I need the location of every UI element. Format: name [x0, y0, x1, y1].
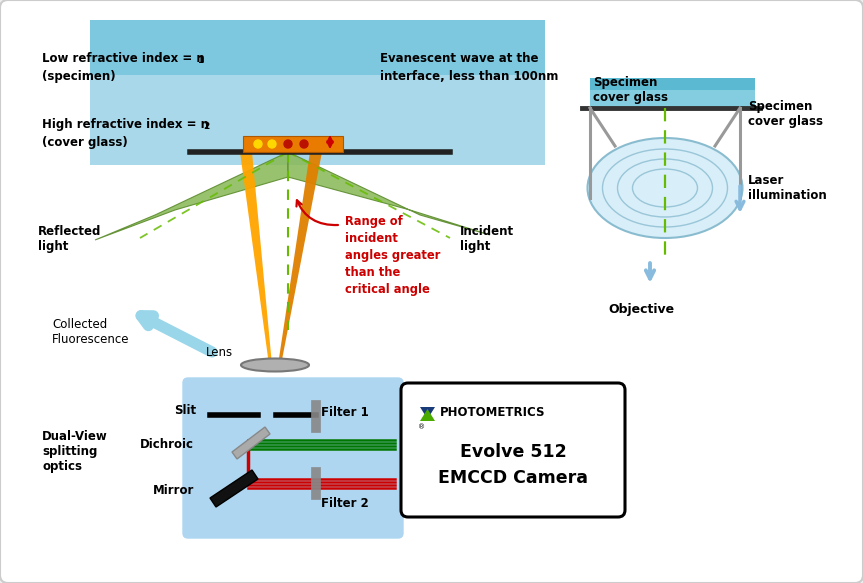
- Text: High refractive index = n: High refractive index = n: [42, 118, 209, 131]
- Text: 2: 2: [203, 122, 209, 131]
- Text: Lens: Lens: [206, 346, 233, 360]
- Polygon shape: [95, 152, 288, 240]
- Text: Dichroic: Dichroic: [140, 438, 194, 451]
- Text: Collected
Fluorescence: Collected Fluorescence: [52, 318, 129, 346]
- FancyBboxPatch shape: [183, 378, 403, 538]
- Text: Filter 1: Filter 1: [321, 406, 369, 419]
- Text: Reflected
light: Reflected light: [38, 225, 101, 253]
- Text: Specimen
cover glass: Specimen cover glass: [593, 76, 668, 104]
- Text: ®: ®: [418, 424, 425, 430]
- Polygon shape: [420, 409, 435, 421]
- Bar: [590, 78, 755, 90]
- Bar: [90, 20, 545, 75]
- FancyBboxPatch shape: [401, 383, 625, 517]
- Polygon shape: [240, 152, 272, 365]
- Text: Dual-View
splitting
optics: Dual-View splitting optics: [42, 430, 108, 473]
- Text: Slit: Slit: [173, 405, 196, 417]
- Text: Range of
incident
angles greater
than the
critical angle: Range of incident angles greater than th…: [345, 215, 440, 296]
- Polygon shape: [420, 407, 435, 419]
- Circle shape: [268, 140, 276, 148]
- Polygon shape: [278, 152, 322, 365]
- Text: Mirror: Mirror: [153, 483, 194, 497]
- Text: Laser
illumination: Laser illumination: [748, 174, 827, 202]
- Polygon shape: [210, 470, 258, 507]
- Ellipse shape: [241, 359, 309, 371]
- Text: Specimen
cover glass: Specimen cover glass: [748, 100, 823, 128]
- Circle shape: [254, 140, 262, 148]
- Bar: [243, 136, 343, 152]
- Text: 1: 1: [197, 56, 204, 65]
- Bar: [590, 78, 755, 110]
- Text: Filter 2: Filter 2: [321, 497, 369, 510]
- Circle shape: [300, 140, 308, 148]
- Polygon shape: [288, 152, 490, 235]
- Text: interface, less than 100nm: interface, less than 100nm: [380, 70, 558, 83]
- Bar: [90, 20, 545, 165]
- Text: Evolve 512: Evolve 512: [460, 443, 566, 461]
- Text: Objective: Objective: [608, 303, 674, 316]
- Text: (specimen): (specimen): [42, 70, 116, 83]
- Text: PHOTOMETRICS: PHOTOMETRICS: [440, 406, 545, 419]
- Text: Evanescent wave at the: Evanescent wave at the: [380, 52, 539, 65]
- Circle shape: [284, 140, 292, 148]
- Polygon shape: [232, 427, 270, 459]
- Text: Incident
light: Incident light: [460, 225, 514, 253]
- Text: EMCCD Camera: EMCCD Camera: [438, 469, 588, 487]
- Text: (cover glass): (cover glass): [42, 136, 128, 149]
- Ellipse shape: [588, 138, 742, 238]
- Text: Low refractive index = n: Low refractive index = n: [42, 52, 205, 65]
